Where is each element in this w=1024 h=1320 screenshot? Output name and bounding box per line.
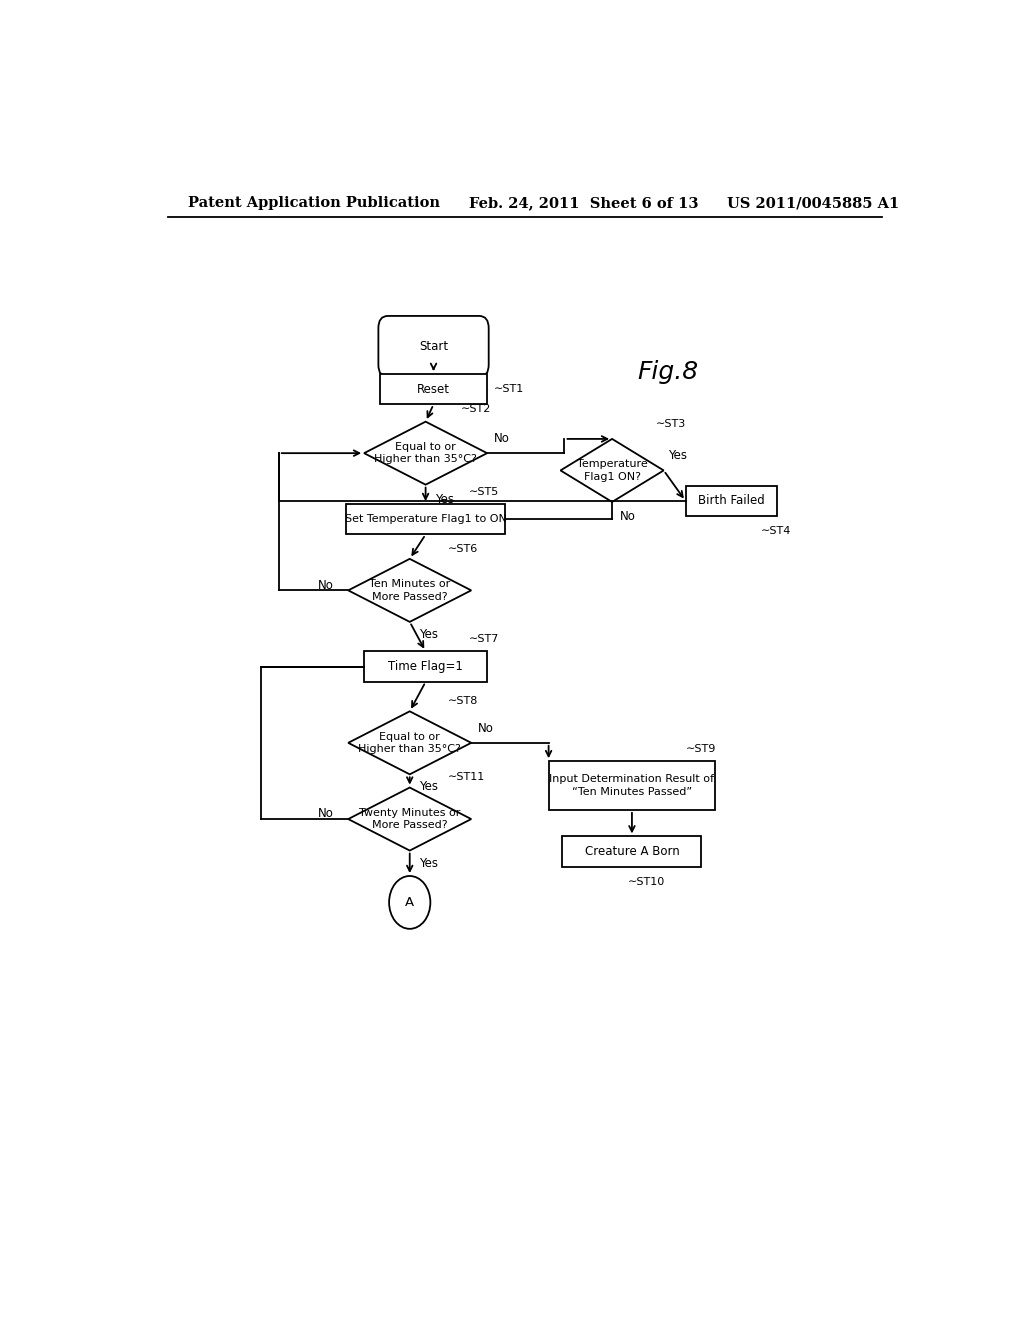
Text: Reset: Reset	[417, 383, 450, 396]
Text: Ten Minutes or
More Passed?: Ten Minutes or More Passed?	[369, 579, 451, 602]
Polygon shape	[348, 711, 471, 775]
Text: ∼ST8: ∼ST8	[447, 696, 478, 706]
Bar	[685, 486, 777, 516]
Text: Yes: Yes	[419, 780, 438, 793]
Text: ∼ST3: ∼ST3	[655, 418, 686, 429]
Bar	[562, 837, 701, 867]
Text: Fig.8: Fig.8	[637, 360, 698, 384]
Text: Yes: Yes	[435, 492, 454, 506]
Text: No: No	[494, 432, 509, 445]
Text: ∼ST1: ∼ST1	[494, 384, 523, 395]
Bar	[365, 651, 487, 682]
Text: Input Determination Result of
“Ten Minutes Passed”: Input Determination Result of “Ten Minut…	[550, 775, 715, 797]
Text: Equal to or
Higher than 35°C?: Equal to or Higher than 35°C?	[358, 731, 461, 754]
Text: No: No	[620, 510, 636, 523]
Bar	[549, 762, 715, 810]
Bar	[380, 374, 487, 404]
Text: Creature A Born: Creature A Born	[585, 845, 679, 858]
Text: ∼ST5: ∼ST5	[469, 487, 500, 496]
Text: No: No	[318, 578, 334, 591]
Text: Birth Failed: Birth Failed	[697, 495, 765, 507]
Text: No: No	[318, 808, 334, 821]
Text: Twenty Minutes or
More Passed?: Twenty Minutes or More Passed?	[359, 808, 461, 830]
Text: ∼ST9: ∼ST9	[686, 744, 716, 754]
Polygon shape	[560, 440, 664, 502]
Polygon shape	[348, 788, 471, 850]
Bar	[346, 504, 505, 535]
Text: Equal to or
Higher than 35°C?: Equal to or Higher than 35°C?	[374, 442, 477, 465]
Text: ∼ST7: ∼ST7	[469, 634, 500, 644]
Text: A: A	[406, 896, 415, 909]
Text: US 2011/0045885 A1: US 2011/0045885 A1	[727, 197, 899, 210]
Text: ∼ST2: ∼ST2	[461, 404, 492, 414]
FancyBboxPatch shape	[379, 315, 488, 378]
Text: Patent Application Publication: Patent Application Publication	[187, 197, 439, 210]
Text: ∼ST10: ∼ST10	[628, 876, 666, 887]
Text: Feb. 24, 2011  Sheet 6 of 13: Feb. 24, 2011 Sheet 6 of 13	[469, 197, 698, 210]
Text: Start: Start	[419, 341, 449, 352]
Text: ∼ST4: ∼ST4	[761, 527, 792, 536]
Text: Yes: Yes	[668, 449, 687, 462]
Text: Yes: Yes	[419, 628, 438, 642]
Text: Time Flag=1: Time Flag=1	[388, 660, 463, 673]
Text: Temperature
Flag1 ON?: Temperature Flag1 ON?	[577, 459, 647, 482]
Polygon shape	[365, 421, 487, 484]
Text: ∼ST6: ∼ST6	[447, 544, 478, 553]
Text: Set Temperature Flag1 to ON: Set Temperature Flag1 to ON	[345, 515, 507, 524]
Text: Yes: Yes	[419, 857, 438, 870]
Text: No: No	[477, 722, 494, 735]
Circle shape	[389, 876, 430, 929]
Text: ∼ST11: ∼ST11	[447, 772, 485, 783]
Polygon shape	[348, 558, 471, 622]
